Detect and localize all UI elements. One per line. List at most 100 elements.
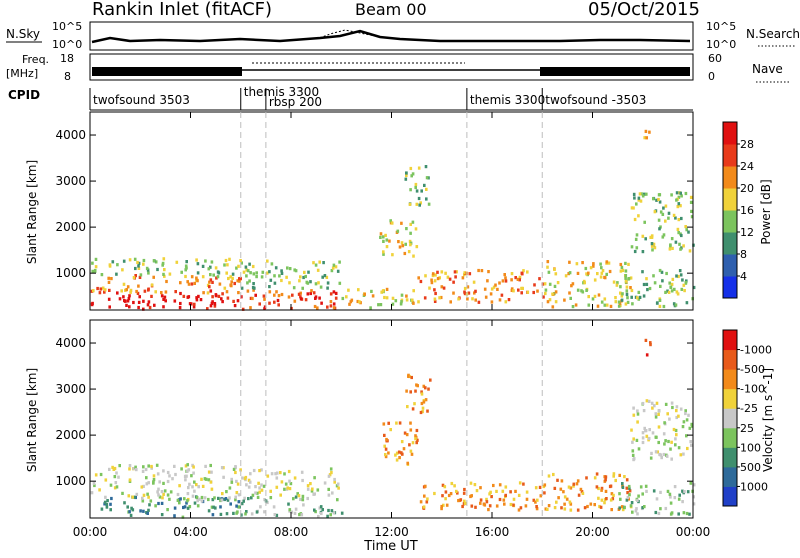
scatter-cell: [187, 282, 191, 286]
scatter-cell: [444, 497, 447, 501]
scatter-cell: [207, 509, 211, 513]
scatter-cell: [234, 495, 237, 499]
scatter-cell: [666, 289, 669, 293]
scatter-cell: [480, 269, 484, 273]
scatter-cell: [190, 282, 194, 286]
scatter-cell: [195, 296, 198, 300]
scatter-cell: [679, 204, 682, 208]
freq-label-line2: [MHz]: [6, 67, 38, 80]
scatter-cell: [214, 506, 217, 510]
colorbar-tick-label: 20: [740, 182, 754, 195]
scatter-cell: [593, 278, 597, 282]
scatter-cell: [116, 263, 119, 267]
scatter-cell: [571, 305, 575, 309]
scatter-cell: [276, 298, 280, 303]
scatter-cell: [671, 277, 675, 281]
scatter-cell: [637, 297, 641, 301]
scatter-cell: [204, 464, 207, 468]
scatter-cell: [677, 414, 680, 418]
scatter-cell: [678, 493, 681, 497]
scatter-cell: [184, 268, 187, 272]
scatter-cell: [641, 194, 645, 198]
scatter-cell: [671, 405, 674, 410]
scatter-cell: [667, 439, 670, 444]
scatter-cell: [409, 222, 412, 226]
scatter-cell: [679, 191, 682, 195]
scatter-cell: [273, 293, 276, 297]
scatter-cell: [568, 291, 571, 295]
scatter-cell: [675, 274, 678, 278]
scatter-cell: [241, 307, 245, 311]
scatter-cell: [193, 489, 196, 493]
scatter-cell: [447, 493, 451, 498]
scatter-cell: [160, 501, 164, 505]
scatter-cell: [137, 264, 140, 268]
scatter-cell: [443, 485, 447, 489]
scatter-cell: [168, 474, 171, 478]
scatter-cell: [409, 428, 413, 432]
scatter-cell: [193, 281, 196, 285]
scatter-cell: [654, 510, 658, 515]
scatter-cell: [142, 493, 146, 497]
scatter-cell: [382, 252, 385, 256]
scatter-cell: [173, 514, 176, 518]
scatter-cell: [463, 501, 467, 505]
colorbar-tick-label: 500: [740, 461, 761, 474]
y-tick-label: 3000: [55, 174, 86, 188]
scatter-cell: [273, 281, 277, 285]
scatter-cell: [244, 265, 248, 269]
scatter-cell: [635, 507, 638, 511]
scatter-cell: [510, 278, 513, 282]
scatter-cell: [234, 465, 237, 469]
x-tick-label: 20:00: [575, 525, 610, 539]
scatter-cell: [224, 497, 228, 501]
scatter-cell: [664, 439, 667, 443]
scatter-cell: [440, 507, 443, 511]
scatter-cell: [685, 228, 688, 232]
scatter-cell: [406, 461, 409, 465]
scatter-cell: [279, 493, 282, 497]
scatter-cell: [587, 295, 590, 299]
scatter-cell: [193, 480, 196, 484]
scatter-cell: [684, 409, 687, 413]
scatter-cell: [682, 452, 685, 456]
scatter-cell: [576, 288, 580, 292]
scatter-cell: [547, 474, 551, 478]
colorbar-tick-label: -500: [740, 363, 765, 376]
scatter-cell: [569, 486, 573, 490]
scatter-cell: [544, 507, 548, 511]
scatter-cell: [419, 500, 423, 504]
scatter-cell: [240, 295, 243, 299]
scatter-cell: [332, 302, 336, 306]
scatter-cell: [178, 306, 182, 310]
scatter-cell: [210, 487, 214, 491]
scatter-cell: [641, 431, 645, 435]
scatter-cell: [108, 467, 111, 471]
scatter-cell: [628, 493, 631, 497]
scatter-cell: [596, 304, 600, 308]
scatter-cell: [195, 258, 198, 262]
freq-hi-label: 18: [60, 52, 74, 65]
scatter-cell: [385, 238, 389, 242]
scatter-cell: [155, 463, 159, 467]
scatter-cell: [653, 281, 657, 285]
velocity-y-axis: 1000 2000 3000 4000: [55, 336, 693, 488]
scatter-cell: [166, 479, 170, 484]
scatter-cell: [330, 471, 333, 475]
scatter-cell: [516, 277, 520, 281]
scatter-cell: [153, 303, 156, 307]
scatter-cell: [188, 482, 191, 486]
scatter-cell: [682, 283, 686, 287]
scatter-cell: [560, 506, 563, 510]
scatter-cell: [317, 281, 320, 285]
scatter-cell: [313, 304, 317, 309]
scatter-cell: [196, 499, 199, 503]
scatter-cell: [463, 487, 466, 492]
scatter-cell: [154, 260, 158, 264]
scatter-cell: [526, 290, 530, 294]
scatter-cell: [651, 431, 655, 435]
scatter-cell: [179, 281, 182, 285]
scatter-cell: [162, 297, 165, 301]
scatter-cell: [303, 270, 306, 274]
scatter-cell: [473, 291, 476, 295]
